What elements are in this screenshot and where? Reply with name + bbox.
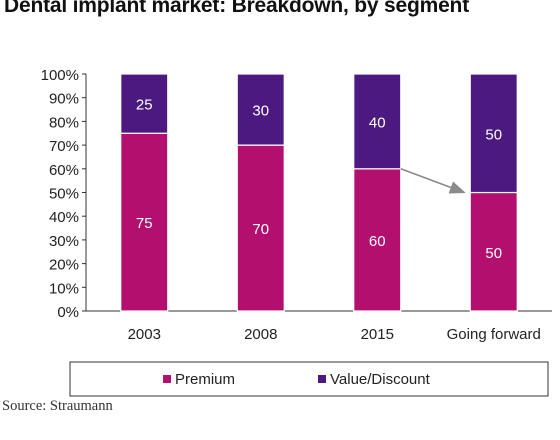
y-tick-label: 60%	[49, 162, 79, 179]
legend-box	[69, 361, 549, 397]
chart-title: Dental implant market: Breakdown, by seg…	[4, 0, 469, 17]
bar-premium	[236, 144, 285, 312]
data-label: 60	[369, 233, 386, 250]
y-tick-label: 0%	[57, 304, 79, 321]
y-tick-label: 30%	[49, 233, 79, 250]
y-tick-label: 100%	[41, 67, 79, 84]
legend-label: Premium	[175, 371, 235, 388]
legend-swatch-premium	[163, 375, 171, 383]
bar-premium	[353, 168, 402, 312]
y-tick-label: 40%	[49, 209, 79, 226]
x-tick-label: 2003	[128, 326, 161, 343]
x-tick-label: 2015	[361, 326, 394, 343]
y-tick-label: 20%	[49, 257, 79, 274]
y-tick-label: 90%	[49, 91, 79, 108]
annotation-arrow	[400, 168, 466, 194]
x-tick-label: Going forward	[447, 326, 541, 343]
data-label: 75	[136, 215, 153, 232]
data-label: 50	[485, 126, 502, 143]
x-tick-label: 2008	[244, 326, 277, 343]
y-tick-label: 50%	[49, 186, 79, 203]
legend-label: Value/Discount	[330, 371, 431, 388]
bar-premium	[469, 191, 518, 312]
data-label: 40	[369, 114, 386, 131]
data-label: 30	[252, 103, 269, 120]
data-label: 50	[485, 245, 502, 262]
bar-value-discount	[353, 73, 402, 170]
y-tick-label: 80%	[49, 114, 79, 131]
bar-value-discount	[120, 73, 169, 134]
y-tick-label: 10%	[49, 280, 79, 297]
source-note: Source: Straumann	[2, 398, 113, 414]
data-label: 70	[252, 221, 269, 238]
data-label: 25	[136, 97, 153, 114]
bar-premium	[120, 132, 169, 312]
bar-value-discount	[469, 73, 518, 194]
legend-swatch-value-discount	[318, 375, 326, 383]
y-tick-label: 70%	[49, 138, 79, 155]
bar-value-discount	[236, 73, 285, 146]
